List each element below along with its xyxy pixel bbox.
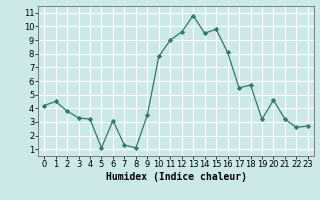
X-axis label: Humidex (Indice chaleur): Humidex (Indice chaleur) [106,172,246,182]
